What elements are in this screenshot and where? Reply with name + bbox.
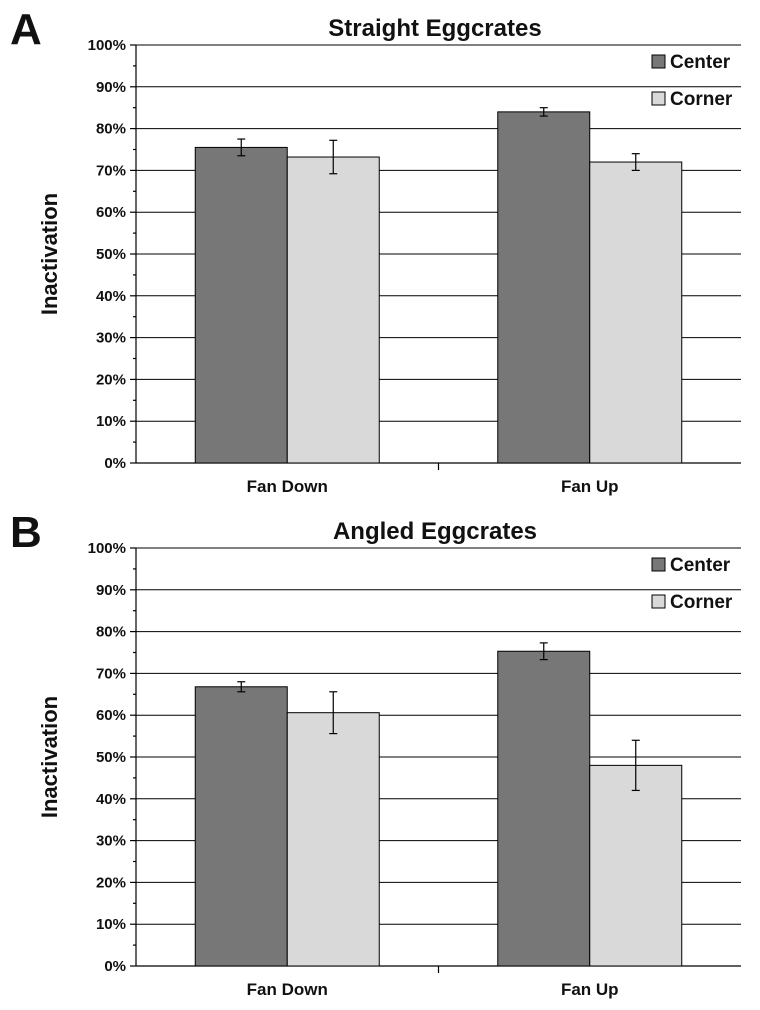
y-tick-label: 100%: [88, 540, 126, 557]
bar-corner: [286, 712, 380, 967]
chart-title: Angled Eggcrates: [333, 518, 537, 545]
chart-panel-b: B Angled Eggcrates 0% 10% 20% 30% 40% 50% 60% 70%…: [0, 503, 760, 1005]
bar-center: [194, 686, 288, 967]
y-tick-label: 50%: [96, 246, 126, 263]
chart-panel-a: A Straight Eggcrates 0% 10% 20% 30% 40% 50% 60% 7…: [0, 0, 760, 502]
y-tick-label: 70%: [96, 665, 126, 682]
chart-title: Straight Eggcrates: [328, 15, 541, 42]
legend-swatch-corner: [651, 594, 666, 609]
y-tick-label: 80%: [96, 121, 126, 138]
y-tick-label: 70%: [96, 162, 126, 179]
legend-swatch-corner: [651, 91, 666, 106]
y-tick-label: 100%: [88, 37, 126, 54]
y-tick-label: 0%: [104, 958, 126, 975]
panel-letter: A: [10, 5, 42, 54]
bar-corner: [589, 161, 683, 464]
y-tick-label: 30%: [96, 833, 126, 850]
chart-a-svg: A Straight Eggcrates 0% 10% 20% 30% 40% 50% 60% 7…: [10, 5, 741, 496]
legend-swatch-center: [651, 54, 666, 69]
panel-letter: B: [10, 508, 42, 557]
bar-corner: [589, 764, 683, 967]
y-tick-label: 10%: [96, 916, 126, 933]
y-axis-label: Inactivation: [37, 696, 62, 818]
y-tick-label: 20%: [96, 371, 126, 388]
chart-b-svg: B Angled Eggcrates 0% 10% 20% 30% 40% 50% 60% 70%…: [10, 508, 741, 999]
legend-swatch-center: [651, 557, 666, 572]
legend-label-corner: Corner: [670, 89, 733, 110]
y-tick-label: 40%: [96, 288, 126, 305]
x-category-label: Fan Down: [247, 980, 328, 999]
x-category-label: Fan Down: [247, 477, 328, 496]
legend-label-corner: Corner: [670, 592, 733, 613]
y-tick-label: 10%: [96, 413, 126, 430]
y-tick-label: 0%: [104, 455, 126, 472]
bar-center: [194, 146, 288, 464]
x-category-label: Fan Up: [561, 477, 619, 496]
legend-label-center: Center: [670, 52, 731, 73]
y-tick-label: 80%: [96, 624, 126, 641]
bar-corner: [286, 156, 380, 464]
y-tick-label: 60%: [96, 204, 126, 221]
y-tick-label: 20%: [96, 874, 126, 891]
x-category-label: Fan Up: [561, 980, 619, 999]
bar-center: [497, 111, 591, 464]
legend-label-center: Center: [670, 555, 731, 576]
y-tick-label: 50%: [96, 749, 126, 766]
bar-center: [497, 650, 591, 967]
y-tick-label: 90%: [96, 79, 126, 96]
y-tick-label: 30%: [96, 330, 126, 347]
y-tick-label: 40%: [96, 791, 126, 808]
y-tick-label: 90%: [96, 582, 126, 599]
y-tick-label: 60%: [96, 707, 126, 724]
y-axis-label: Inactivation: [37, 193, 62, 315]
